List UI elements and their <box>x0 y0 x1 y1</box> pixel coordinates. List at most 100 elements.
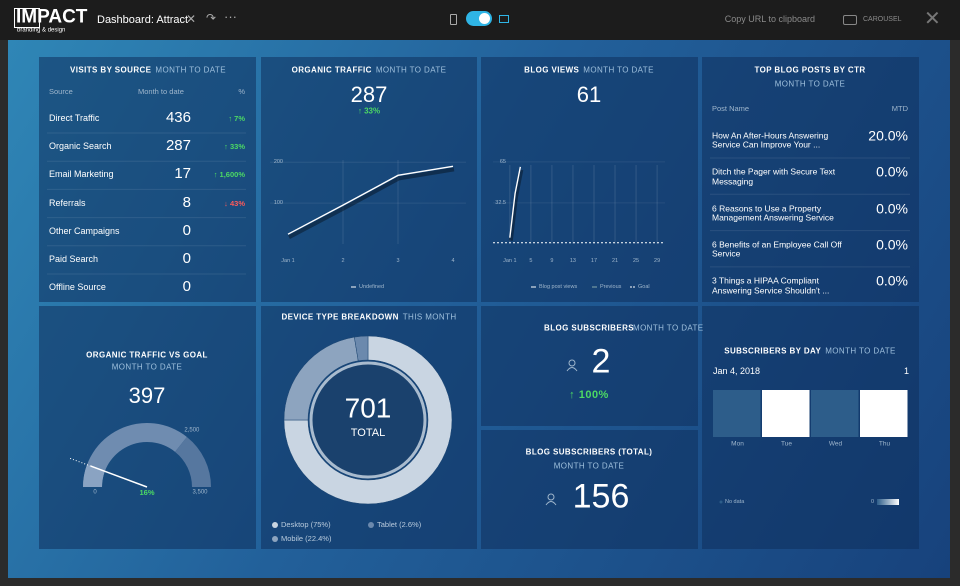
widget-title: ORGANIC TRAFFIC VS GOAL <box>86 350 208 360</box>
phone-icon[interactable] <box>450 14 457 25</box>
widget-header: DEVICE TYPE BREAKDOWN THIS MONTH <box>281 312 457 323</box>
post-name: 6 Reasons to Use a Property Management A… <box>712 203 834 223</box>
widget-period[interactable]: MONTH TO DATE <box>553 461 625 471</box>
y-tick-label: 65 <box>499 158 506 165</box>
widget-period[interactable]: MONTH TO DATE <box>774 79 846 89</box>
source-name: Referrals <box>49 197 86 208</box>
x-tick-label: 13 <box>569 257 576 264</box>
widget-period[interactable]: MONTH TO DATE <box>375 65 447 75</box>
x-tick-label: 17 <box>590 257 598 264</box>
metric-value: 156 <box>572 477 630 516</box>
source-name: Other Campaigns <box>49 225 120 236</box>
post-ctr: 0.0% <box>876 163 908 180</box>
source-change: ↓ 43% <box>224 198 245 208</box>
person-icon <box>545 501 557 506</box>
widget-title: DEVICE TYPE BREAKDOWN <box>281 312 399 322</box>
person-icon <box>568 359 576 367</box>
icon-shuffle[interactable]: ✕ <box>186 12 197 26</box>
post-ctr: 0.0% <box>876 236 908 253</box>
icon-more[interactable]: ··· <box>224 9 237 24</box>
legend-label: Mobile (22.4%) <box>281 533 332 543</box>
widget-period[interactable]: MONTH TO DATE <box>155 65 226 75</box>
post-name: 6 Benefits of an Employee Call Off Servi… <box>712 239 842 259</box>
x-tick-label: 9 <box>550 257 554 264</box>
widget-period[interactable]: MONTH TO DATE <box>111 362 183 372</box>
metric-change: ↑ 100% <box>569 388 609 401</box>
tile <box>481 430 698 549</box>
gauge-tick-label: 0 <box>93 489 97 496</box>
needle-extension <box>68 457 91 467</box>
heatmap-cell <box>860 390 908 437</box>
logo-box <box>14 8 40 28</box>
donut-segment <box>354 335 369 362</box>
column-header: Month to date <box>138 86 184 96</box>
x-tick-label: Jan 1 <box>281 257 295 264</box>
x-tick-label: Thu <box>878 440 891 448</box>
donut-inner-ring <box>309 361 427 479</box>
logo-tagline: branding & design <box>17 27 66 34</box>
gauge-over-goal <box>175 436 211 487</box>
widget-period[interactable]: MONTH TO DATE <box>825 346 896 356</box>
source-value: 436 <box>165 108 191 126</box>
person-icon <box>566 367 578 372</box>
widget-period[interactable]: MONTH TO DATE <box>583 65 654 75</box>
metric-value: 397 <box>128 382 166 408</box>
widget-header: VISITS BY SOURCE MONTH TO DATE <box>70 65 226 76</box>
widget-title: VISITS BY SOURCE <box>70 65 152 75</box>
column-header: Source <box>49 86 73 96</box>
source-name: Email Marketing <box>49 169 114 180</box>
tile <box>261 57 477 302</box>
source-name: Paid Search <box>49 254 99 265</box>
y-tick-label: 100 <box>273 200 283 207</box>
source-change: ↑ 33% <box>224 142 245 152</box>
source-value: 17 <box>174 165 191 183</box>
column-header: % <box>238 86 245 96</box>
metric-value: 2 <box>591 342 611 381</box>
widget-period[interactable]: THIS MONTH <box>402 312 457 322</box>
source-change: ↑ 1,600% <box>213 170 245 180</box>
donut-total: 701 <box>344 392 392 424</box>
carousel[interactable]: CAROUSEL <box>863 16 902 24</box>
source-value: 0 <box>182 277 191 295</box>
post-name: Ditch the Pager with Secure Text Messagi… <box>712 166 836 187</box>
legend-label: Undefined <box>359 283 385 290</box>
close-button[interactable]: ✕ <box>924 8 941 30</box>
source-name: Direct Traffic <box>49 113 100 124</box>
gauge-track <box>83 423 187 487</box>
monitor-icon[interactable] <box>499 15 509 23</box>
tile <box>39 57 256 302</box>
x-tick-label: Mon <box>731 440 744 448</box>
dashboard-title: Dashboard: Attract <box>97 13 189 26</box>
toggle-knob <box>479 13 490 24</box>
column-header: Post Name <box>712 103 750 113</box>
post-ctr: 20.0% <box>868 127 908 144</box>
icon-share[interactable]: ↷ <box>206 11 217 25</box>
legend-dot <box>368 522 374 528</box>
gauge-percent: 16% <box>139 487 155 497</box>
y-tick-label: 200 <box>273 159 283 166</box>
copy-url[interactable]: Copy URL to clipboard <box>724 14 815 25</box>
widget-header: SUBSCRIBERS BY DAY MONTH TO DATE <box>724 346 896 357</box>
source-value: 8 <box>182 193 191 211</box>
line <box>509 166 522 238</box>
heatmap-cell <box>811 390 859 437</box>
widget-title: SUBSCRIBERS BY DAY <box>724 346 822 356</box>
widget-title: BLOG VIEWS <box>524 65 580 75</box>
gauge-progress <box>83 464 105 487</box>
legend-label: No data <box>725 498 745 505</box>
source-name: Organic Search <box>49 141 112 152</box>
donut-segment <box>283 335 453 505</box>
donut-total-label: TOTAL <box>350 426 386 439</box>
x-tick-label: 25 <box>633 257 640 264</box>
source-value: 0 <box>182 249 191 267</box>
carousel-icon[interactable] <box>843 15 857 25</box>
x-tick-label: 5 <box>529 257 533 264</box>
legend-dot <box>719 500 723 504</box>
metric-value: 61 <box>576 81 602 107</box>
widget-period[interactable]: MONTH TO DATE <box>633 323 704 333</box>
x-tick-label: 4 <box>451 257 455 264</box>
x-tick-label: 3 <box>396 257 400 264</box>
line <box>287 165 454 235</box>
